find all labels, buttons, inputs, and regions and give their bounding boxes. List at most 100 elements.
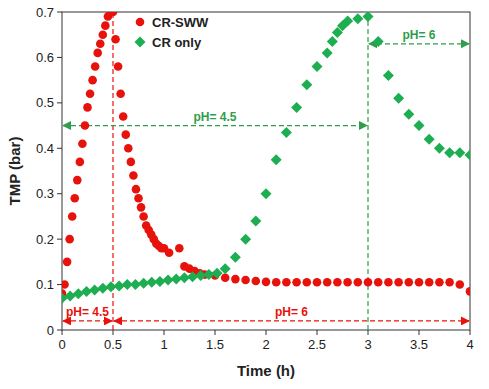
- legend-label: CR only: [152, 35, 202, 50]
- point: [89, 285, 100, 296]
- point: [466, 287, 470, 296]
- point: [78, 139, 87, 148]
- y-tick-label: 0.7: [36, 5, 54, 20]
- point: [415, 278, 424, 287]
- point: [124, 144, 133, 153]
- point: [139, 212, 148, 221]
- point: [272, 278, 281, 287]
- y-tick: [57, 330, 62, 331]
- annotation-text: pH= 6: [402, 28, 435, 42]
- point: [114, 280, 125, 291]
- x-tick: [419, 330, 420, 335]
- point: [175, 244, 184, 253]
- point: [63, 258, 72, 267]
- point: [414, 120, 425, 131]
- point: [134, 194, 143, 203]
- point: [132, 185, 141, 194]
- range-arrow: [114, 320, 469, 321]
- point: [111, 35, 120, 44]
- point: [73, 288, 84, 299]
- y-tick: [57, 193, 62, 194]
- range-arrow: [63, 320, 112, 321]
- x-tick-label: 2: [262, 337, 269, 352]
- point: [313, 278, 322, 287]
- point: [81, 286, 92, 297]
- point: [99, 30, 108, 39]
- point: [101, 21, 110, 30]
- y-tick: [57, 148, 62, 149]
- x-tick-label: 3.5: [410, 337, 428, 352]
- x-tick: [368, 330, 369, 335]
- y-tick: [57, 284, 62, 285]
- x-tick: [317, 330, 318, 335]
- data-points: [62, 12, 470, 304]
- point: [86, 89, 95, 98]
- point: [292, 278, 301, 287]
- x-tick: [113, 330, 114, 335]
- y-tick-label: 0.5: [36, 95, 54, 110]
- x-tick: [470, 330, 471, 335]
- point: [187, 271, 198, 282]
- point: [252, 277, 261, 286]
- point: [81, 121, 90, 130]
- point: [96, 40, 105, 49]
- point: [230, 252, 241, 263]
- point: [374, 278, 383, 287]
- point: [70, 194, 79, 203]
- point: [352, 13, 363, 24]
- point: [394, 278, 403, 287]
- point: [65, 235, 74, 244]
- point: [165, 248, 174, 257]
- x-tick: [215, 330, 216, 335]
- point: [203, 269, 214, 280]
- range-arrow: [63, 125, 367, 126]
- point: [281, 127, 292, 138]
- point: [68, 212, 77, 221]
- point: [333, 278, 342, 287]
- point: [130, 279, 141, 290]
- x-tick-label: 0.5: [104, 337, 122, 352]
- point: [403, 109, 414, 120]
- point: [241, 276, 250, 285]
- legend-marker: [136, 18, 145, 27]
- point: [88, 76, 97, 85]
- point: [445, 278, 454, 287]
- point: [91, 62, 100, 71]
- point: [73, 176, 82, 185]
- point: [301, 79, 312, 90]
- y-tick-label: 0.1: [36, 277, 54, 292]
- plot-frame: [62, 12, 470, 330]
- y-tick-label: 0: [47, 323, 54, 338]
- point: [109, 12, 118, 16]
- point: [221, 273, 230, 282]
- point: [93, 49, 102, 58]
- point: [76, 158, 85, 167]
- x-tick-label: 1: [160, 337, 167, 352]
- point: [435, 278, 444, 287]
- point: [220, 263, 231, 274]
- point: [282, 278, 291, 287]
- point: [261, 188, 272, 199]
- annotation-text: pH= 4.5: [193, 110, 236, 124]
- point: [434, 143, 445, 154]
- point: [364, 278, 373, 287]
- point: [405, 278, 414, 287]
- point: [114, 62, 123, 71]
- point: [327, 36, 338, 47]
- annotation-text: pH= 6: [275, 305, 308, 319]
- y-tick-label: 0.6: [36, 50, 54, 65]
- point: [271, 154, 282, 165]
- point: [444, 147, 455, 158]
- point: [62, 280, 69, 289]
- point: [119, 112, 128, 121]
- point: [83, 103, 92, 112]
- point: [322, 47, 333, 58]
- point: [127, 158, 136, 167]
- point: [303, 278, 312, 287]
- x-tick: [164, 330, 165, 335]
- x-tick: [62, 330, 63, 335]
- point: [384, 278, 393, 287]
- point: [425, 278, 434, 287]
- point: [373, 36, 384, 47]
- point: [250, 215, 261, 226]
